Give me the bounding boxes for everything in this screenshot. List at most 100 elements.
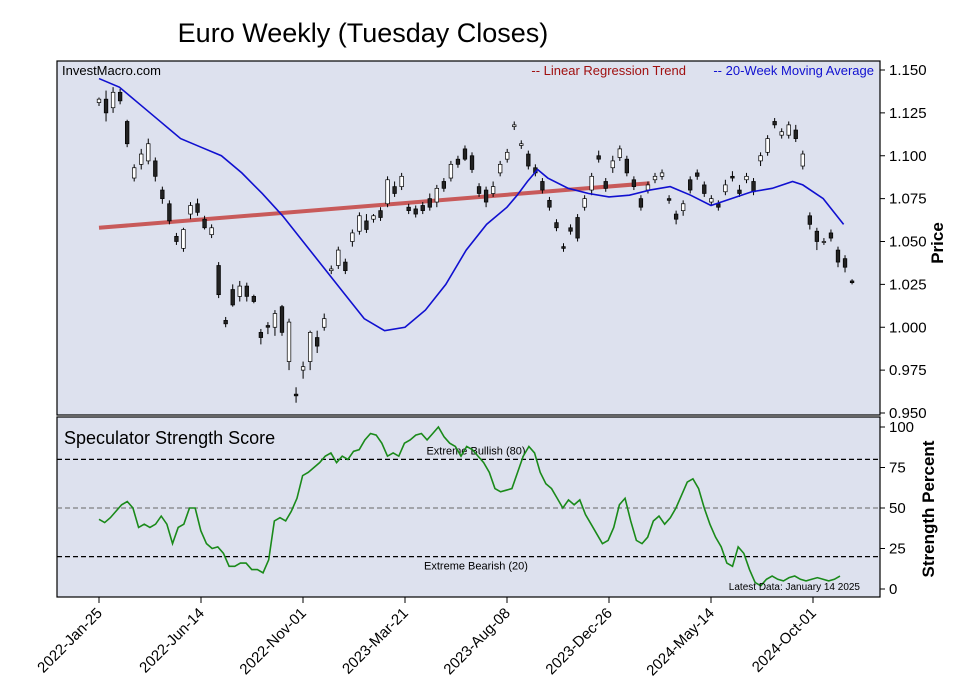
- strength-tick-label: 100: [889, 419, 914, 436]
- candle: [561, 243, 566, 252]
- candle: [371, 214, 376, 223]
- candle-body: [307, 332, 313, 362]
- x-tick-label: 2023-Mar-21: [339, 605, 412, 678]
- candle-body: [322, 318, 327, 328]
- candle-body: [716, 203, 721, 208]
- candle: [638, 195, 644, 211]
- x-tick-label: 2022-Jan-25: [34, 605, 106, 677]
- candle-body: [160, 189, 165, 199]
- candle-body: [547, 199, 552, 208]
- candle-body: [849, 280, 855, 284]
- candle: [786, 121, 791, 139]
- candle: [744, 172, 749, 184]
- candle: [842, 255, 848, 273]
- candle: [448, 160, 454, 182]
- candle: [807, 212, 812, 230]
- candle: [666, 195, 672, 204]
- candle: [737, 184, 742, 197]
- candle: [582, 195, 587, 211]
- candle-body: [772, 121, 777, 126]
- candle-body: [702, 184, 707, 194]
- candle: [547, 196, 552, 211]
- candle-body: [758, 155, 763, 162]
- candle-body: [624, 158, 629, 174]
- candle: [153, 157, 158, 182]
- candle: [392, 181, 397, 197]
- candle: [709, 195, 714, 206]
- candle: [293, 387, 299, 403]
- price-tick-label: 1.000: [889, 319, 927, 336]
- candle-body: [638, 198, 644, 208]
- candle: [385, 176, 390, 208]
- candle-body: [195, 203, 200, 213]
- candle: [350, 229, 355, 247]
- candle: [117, 88, 123, 105]
- candle: [406, 203, 411, 215]
- candle: [730, 171, 735, 182]
- reference-line-label: Extreme Bearish (20): [424, 561, 528, 573]
- candle: [272, 310, 278, 336]
- candle-body: [469, 155, 475, 170]
- candle: [835, 246, 841, 268]
- candle: [441, 178, 447, 192]
- candle: [315, 330, 320, 353]
- candle: [279, 304, 285, 336]
- candle-body: [505, 151, 510, 160]
- candle-body: [315, 337, 320, 347]
- candle: [723, 179, 728, 196]
- candle-body: [765, 138, 770, 153]
- candle-body: [589, 175, 594, 191]
- candle: [139, 148, 144, 170]
- candle: [209, 224, 214, 239]
- linear-regression-trend-line: [98, 181, 650, 230]
- candle-body: [730, 175, 735, 179]
- candle-body: [139, 153, 144, 165]
- candle: [251, 294, 256, 304]
- strength-tick-label: 25: [889, 541, 906, 558]
- candle-body: [230, 289, 235, 306]
- candle: [167, 200, 172, 225]
- candle-body: [568, 227, 573, 232]
- candle-body: [371, 215, 376, 220]
- candle: [103, 90, 109, 122]
- candle-body: [786, 124, 791, 136]
- candle-body: [364, 220, 369, 230]
- candle-body: [357, 215, 362, 232]
- candle: [490, 181, 496, 197]
- candle-body: [575, 217, 580, 239]
- candle-body: [561, 246, 566, 249]
- moving-average-line: [98, 77, 845, 332]
- candle-body: [96, 98, 102, 103]
- latest-data-label: Latest Data: January 14 2025: [729, 582, 861, 593]
- candle-body: [737, 189, 742, 194]
- candle: [772, 118, 777, 129]
- candle-body: [300, 366, 306, 371]
- candle-body: [673, 213, 679, 220]
- candle-body: [223, 320, 228, 325]
- candle-body: [603, 181, 608, 189]
- candle: [195, 198, 200, 216]
- candle-body: [420, 205, 425, 211]
- candle-body: [202, 218, 207, 229]
- candle-body: [800, 153, 805, 167]
- candle: [758, 152, 763, 167]
- candle: [378, 207, 383, 221]
- candle: [357, 212, 362, 235]
- candle: [223, 316, 228, 328]
- candle-body: [842, 258, 848, 268]
- candle: [695, 169, 700, 180]
- candlestick-series: [96, 87, 855, 403]
- candle-body: [167, 203, 172, 222]
- candle-body: [659, 172, 665, 177]
- candle-body: [490, 186, 496, 194]
- candle: [821, 238, 827, 245]
- candle-body: [336, 249, 341, 266]
- candle: [702, 181, 707, 197]
- candle-body: [779, 131, 784, 136]
- strength-score-line: [98, 425, 841, 587]
- candle: [413, 205, 418, 218]
- strength-tick-label: 75: [889, 460, 906, 477]
- candle-body: [793, 129, 798, 139]
- candle: [681, 200, 686, 216]
